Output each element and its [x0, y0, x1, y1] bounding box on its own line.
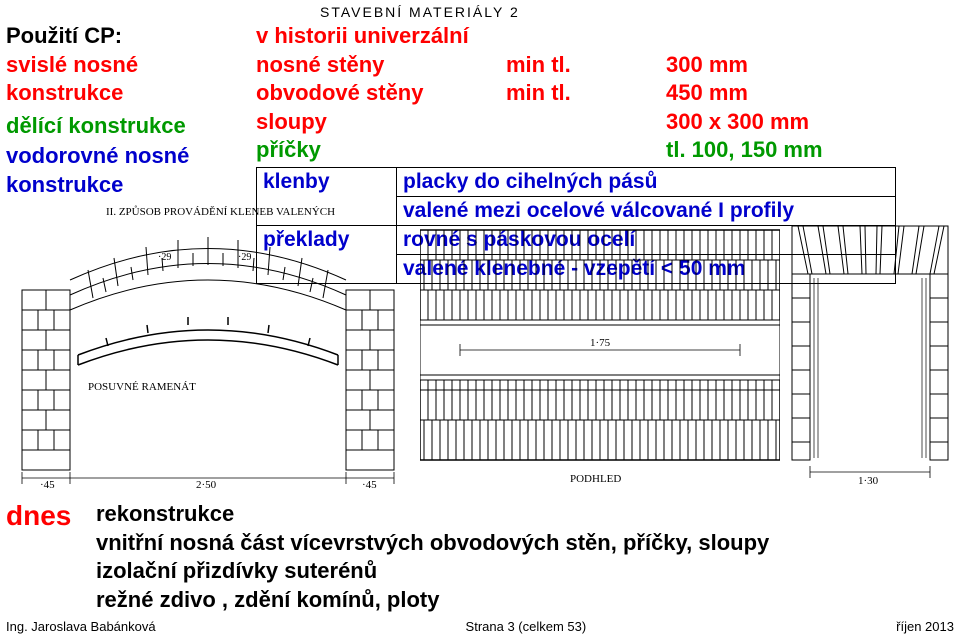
vodor-label: vodorovné nosné konstrukce: [6, 142, 256, 199]
pricky-val: tl. 100, 150 mm: [666, 136, 954, 165]
bottom-section: dnes rekonstrukce vnitřní nosná část víc…: [6, 500, 954, 614]
obvod-steny-val: 450 mm: [666, 79, 954, 108]
obvod-steny-mid: min tl.: [506, 79, 666, 108]
podhled-label: PODHLED: [570, 473, 621, 485]
dim-45b: ·45: [362, 479, 377, 490]
footer-left: Ing. Jaroslava Babánková: [6, 619, 156, 634]
sloupy-val: 300 x 300 mm: [666, 108, 954, 137]
dnes-l2: vnitřní nosná část vícevrstvých obvodový…: [96, 529, 954, 558]
dim-29b: ·29: [238, 252, 251, 263]
delici-label: dělící konstrukce: [6, 112, 256, 141]
obvod-steny-lbl: obvodové stěny: [256, 79, 506, 108]
footer-mid: Strana 3 (celkem 53): [466, 619, 587, 634]
diagram-area: II. ZPŮSOB PROVÁDĚNÍ KLENEB VALENÝCH: [6, 220, 950, 490]
dnes-l3: izolační přizdívky suterénů: [96, 557, 954, 586]
page-header: STAVEBNÍ MATERIÁLY 2: [320, 4, 520, 20]
dim-29a: ·29: [158, 252, 171, 263]
nosne-steny-val: 300 mm: [666, 51, 954, 80]
nosne-steny-mid: min tl.: [506, 51, 666, 80]
hatch-svg: 1·75 PODHLED: [420, 220, 780, 490]
history-text: v historii univerzální: [256, 22, 469, 51]
diagram-title: II. ZPŮSOB PROVÁDĚNÍ KLENEB VALENÝCH: [106, 206, 335, 218]
dim-130: 1·30: [858, 475, 879, 487]
diagram-left: II. ZPŮSOB PROVÁDĚNÍ KLENEB VALENÝCH: [6, 220, 410, 490]
diagram-right: 1·30: [790, 220, 950, 490]
right-svg: 1·30: [790, 220, 950, 490]
svisle-label: svislé nosné konstrukce: [6, 51, 256, 108]
posuvne-label: POSUVNÉ RAMENÁT: [88, 381, 196, 393]
dnes-l4: režné zdivo , zdění komínů, ploty: [96, 586, 954, 615]
diagram-mid: 1·75 PODHLED: [420, 220, 780, 490]
dim-45a: ·45: [40, 479, 55, 490]
footer: Ing. Jaroslava Babánková Strana 3 (celke…: [6, 619, 954, 634]
klenby-r1: placky do cihelných pásů: [397, 168, 895, 197]
dim-250: 2·50: [196, 479, 217, 490]
sloupy-lbl: sloupy: [256, 108, 506, 137]
dim-175: 1·75: [590, 337, 611, 349]
dnes-label: dnes: [6, 500, 96, 614]
nosne-steny-lbl: nosné stěny: [256, 51, 506, 80]
footer-right: říjen 2013: [896, 619, 954, 634]
pricky-lbl: příčky: [256, 136, 506, 165]
use-label: Použití CP:: [6, 23, 122, 48]
dnes-l1: rekonstrukce: [96, 500, 954, 529]
arc-svg: 2·50 ·45 ·45 ·29 ·29 POSUVNÉ RAMENÁT: [6, 220, 410, 490]
